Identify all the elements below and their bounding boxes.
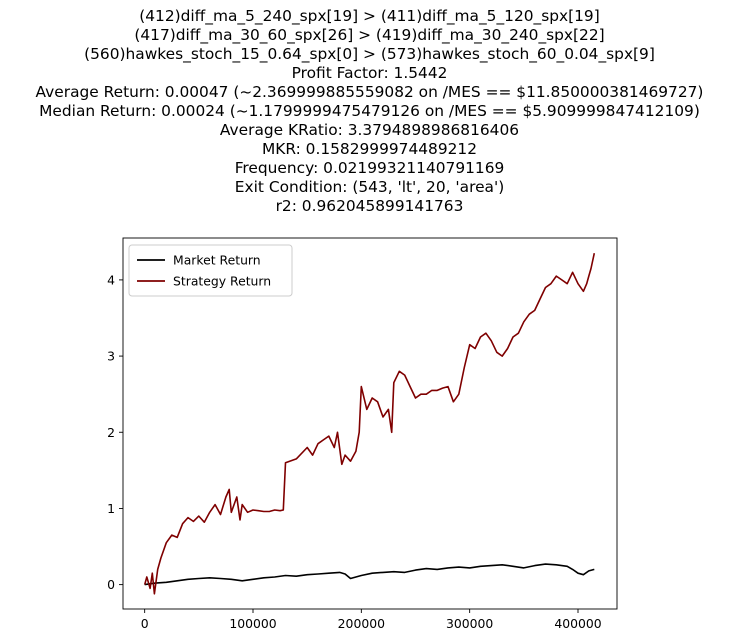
series-line-market-return (144, 563, 595, 586)
title-line: Exit Condition: (543, 'lt', 20, 'area') (234, 178, 505, 196)
y-tick-label: 1 (107, 501, 115, 516)
title-line: Frequency: 0.02199321140791169 (234, 159, 505, 177)
legend-label: Strategy Return (173, 274, 271, 289)
x-axis: 0 100000 200000 300000 400000 (141, 609, 602, 631)
title-line: Average Return: 0.00047 (~2.369999885559… (35, 83, 704, 101)
x-tick-label: 200000 (338, 616, 385, 631)
y-axis: 0 1 2 3 4 (107, 272, 123, 592)
title-line: (412)diff_ma_5_240_spx[19] > (411)diff_m… (139, 7, 600, 25)
x-tick-label: 100000 (229, 616, 276, 631)
legend-box (128, 244, 293, 297)
title-line: Profit Factor: 1.5442 (291, 64, 448, 82)
y-tick-label: 3 (107, 349, 115, 364)
y-tick-label: 0 (107, 577, 115, 592)
legend: Market Return Strategy Return (128, 244, 293, 297)
title-line: (560)hawkes_stoch_15_0.64_spx[0] > (573)… (84, 45, 655, 63)
chart-title: (412)diff_ma_5_240_spx[19] > (411)diff_m… (0, 7, 739, 216)
series-layer (143, 253, 596, 595)
series-line-strategy-return (143, 253, 596, 595)
legend-label: Market Return (173, 253, 261, 268)
x-tick-label: 0 (141, 616, 149, 631)
title-line: Average KRatio: 3.3794898986816406 (219, 121, 520, 139)
x-tick-label: 400000 (554, 616, 601, 631)
plot-area (122, 237, 618, 610)
title-line: (417)diff_ma_30_60_spx[26] > (419)diff_m… (134, 26, 605, 44)
y-tick-label: 4 (107, 272, 115, 287)
x-tick-label: 300000 (446, 616, 493, 631)
y-tick-label: 2 (107, 425, 115, 440)
title-line: Median Return: 0.00024 (~1.1799999475479… (39, 102, 700, 120)
axes-frame (122, 237, 618, 610)
title-line: r2: 0.962045899141763 (275, 197, 464, 215)
title-line: MKR: 0.1582999974489212 (261, 140, 478, 158)
